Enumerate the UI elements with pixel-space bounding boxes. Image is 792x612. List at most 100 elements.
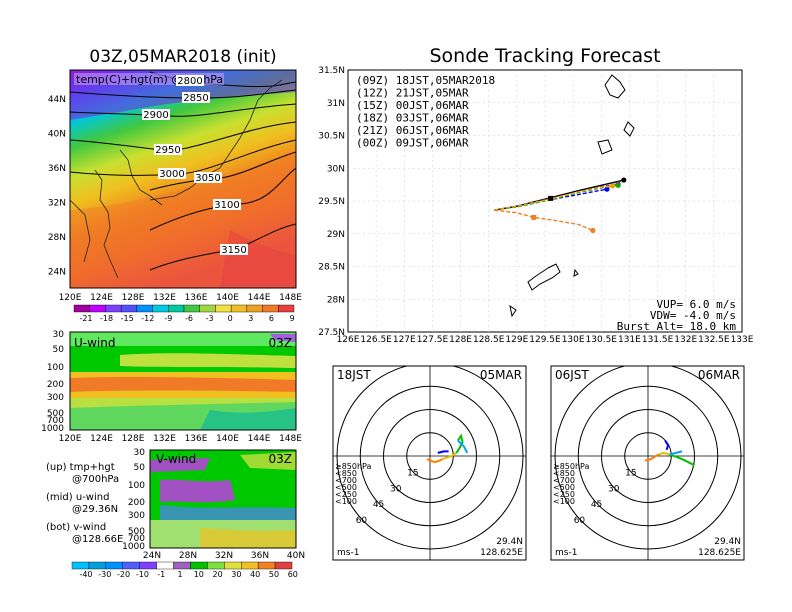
contour-label: 2950 — [155, 145, 180, 156]
hodograph-trace — [664, 439, 670, 451]
lat-tick-label: 30.5N — [318, 132, 345, 142]
pressure-legend-entry: <250 — [553, 490, 575, 499]
hodograph-lat: 29.4N — [714, 537, 741, 547]
contour-label-bg — [154, 144, 182, 155]
lon-tick-label: 132E — [153, 293, 176, 303]
colorbar-cell — [139, 561, 157, 570]
pressure-tick-label: 50 — [53, 345, 65, 355]
hodograph-trace — [455, 433, 464, 454]
lat-tick-label: 32N — [48, 199, 66, 209]
ring-label: 60 — [356, 516, 368, 526]
colorbar-cell — [215, 304, 232, 313]
contour-label-bg — [176, 75, 204, 86]
contour-label-bg — [213, 199, 241, 210]
contour-label: 3150 — [221, 245, 246, 256]
colorbar-cell — [105, 561, 123, 570]
colorbar-cell — [156, 561, 174, 570]
ring-label: 30 — [390, 484, 402, 494]
lon-tick-label: 131E — [618, 335, 641, 345]
lon-tick-label: 144E — [248, 293, 271, 303]
lon-tick-label: 133E — [731, 335, 754, 345]
colorbar-label: 9 — [289, 314, 294, 323]
lat-tick-label: 29N — [327, 230, 345, 240]
hodograph-trace — [457, 439, 469, 454]
ring-label: 15 — [407, 469, 418, 479]
hodograph-rings — [333, 366, 526, 560]
colorbar-label: -9 — [164, 314, 172, 323]
pressure-tick-label: 200 — [128, 498, 145, 508]
hodograph-2: 15 30 45 60 06JST 06MAR ≥850hPa<850<700<500<25… — [550, 365, 745, 561]
vwind-time: 03Z — [269, 452, 293, 466]
contour-label: 2800 — [177, 76, 202, 87]
contour-label-bg — [158, 168, 186, 179]
vwind-title: V-wind — [156, 452, 196, 466]
temperature-colorbar — [73, 304, 295, 313]
pressure-tick-label: 100 — [47, 363, 64, 373]
colorbar-label: 3 — [248, 314, 253, 323]
colorbar-label: -6 — [185, 314, 193, 323]
pressure-tick-label: 30 — [134, 448, 146, 458]
lat-tick-label: 28N — [48, 233, 66, 243]
pressure-tick-label: 30 — [53, 330, 65, 340]
ring-label: 60 — [574, 516, 586, 526]
pressure-legend-entry: <250 — [335, 490, 357, 499]
lon-tick-label: 130.5E — [586, 335, 618, 345]
hodograph-time-label: 18JST — [337, 368, 371, 382]
colorbar-label: 1 — [177, 570, 182, 579]
lon-tick-label: 129.5E — [529, 335, 561, 345]
colorbar-cell — [274, 561, 293, 570]
pressure-legend-entry: ≥850hPa — [553, 462, 590, 471]
colorbar-label: -1 — [157, 570, 165, 579]
colorbar-cell — [246, 304, 263, 313]
track-endpoint — [615, 182, 621, 188]
contour-label: 3000 — [159, 169, 184, 180]
colorbar-cell — [136, 304, 153, 313]
hodograph-unit: ms-1 — [555, 548, 577, 558]
pressure-legend-entry: <500 — [335, 483, 357, 492]
lon-tick-label: 136E — [185, 434, 208, 444]
pressure-tick-label: 300 — [128, 511, 145, 521]
ring-label: 45 — [373, 500, 384, 510]
hodograph-1: 15 30 45 60 18JST 05MAR ≥850hPa<850<700<500<25… — [332, 365, 527, 561]
colorbar-cell — [122, 561, 140, 570]
lon-tick-label: 124E — [90, 293, 113, 303]
track-legend-entry: (18Z) 03JST,06MAR — [356, 112, 469, 125]
track-endpoint — [621, 177, 627, 183]
colorbar-cell — [168, 304, 185, 313]
colorbar-cell — [278, 304, 295, 313]
map-title: 03Z,05MAR2018 (init) — [89, 47, 276, 67]
pressure-tick-label: 1000 — [122, 542, 145, 552]
ring-label: 45 — [591, 500, 602, 510]
contour-label: 3050 — [195, 173, 220, 184]
contour-label-bg — [220, 244, 248, 255]
lat-tick-label: 24N — [48, 268, 66, 278]
lon-tick-label: 131.5E — [642, 335, 674, 345]
colorbar-label: -20 — [117, 570, 130, 579]
uwind-lon-labels: 120E 124E 128E 132E 136E 140E 144E 148E — [59, 434, 303, 444]
hodograph-lat: 29.4N — [496, 537, 523, 547]
track-marker — [531, 214, 537, 220]
colorbar-cell — [73, 304, 90, 313]
colorbar-cell — [88, 561, 107, 570]
lat-tick-label: 40N — [48, 130, 66, 140]
colorbar-label: -15 — [121, 314, 134, 323]
pressure-legend-entry: <700 — [335, 476, 357, 485]
lon-tick-label: 120E — [59, 434, 82, 444]
hodograph-frame — [550, 365, 745, 561]
track-legend-entry: (12Z) 21JST,05MAR — [356, 87, 469, 100]
contour-label-bg — [182, 92, 210, 103]
lat-tick-label: 36N — [251, 551, 269, 561]
contour-labels: 2800 2850 2900 2950 3000 3050 3100 3150 — [142, 75, 248, 256]
track-line — [494, 185, 613, 211]
track-endpoint — [604, 186, 610, 192]
lon-tick-label: 140E — [216, 293, 239, 303]
track-legend-entry: (15Z) 00JST,06MAR — [356, 99, 469, 112]
hodograph-trace — [669, 450, 683, 456]
lat-tick-label: 28.5N — [318, 263, 345, 273]
pressure-tick-label: 700 — [128, 534, 145, 544]
lat-tick-label: 27.5N — [318, 328, 345, 338]
pressure-legend-entry: <700 — [553, 476, 575, 485]
pressure-legend-entry: ≥850hPa — [335, 462, 372, 471]
